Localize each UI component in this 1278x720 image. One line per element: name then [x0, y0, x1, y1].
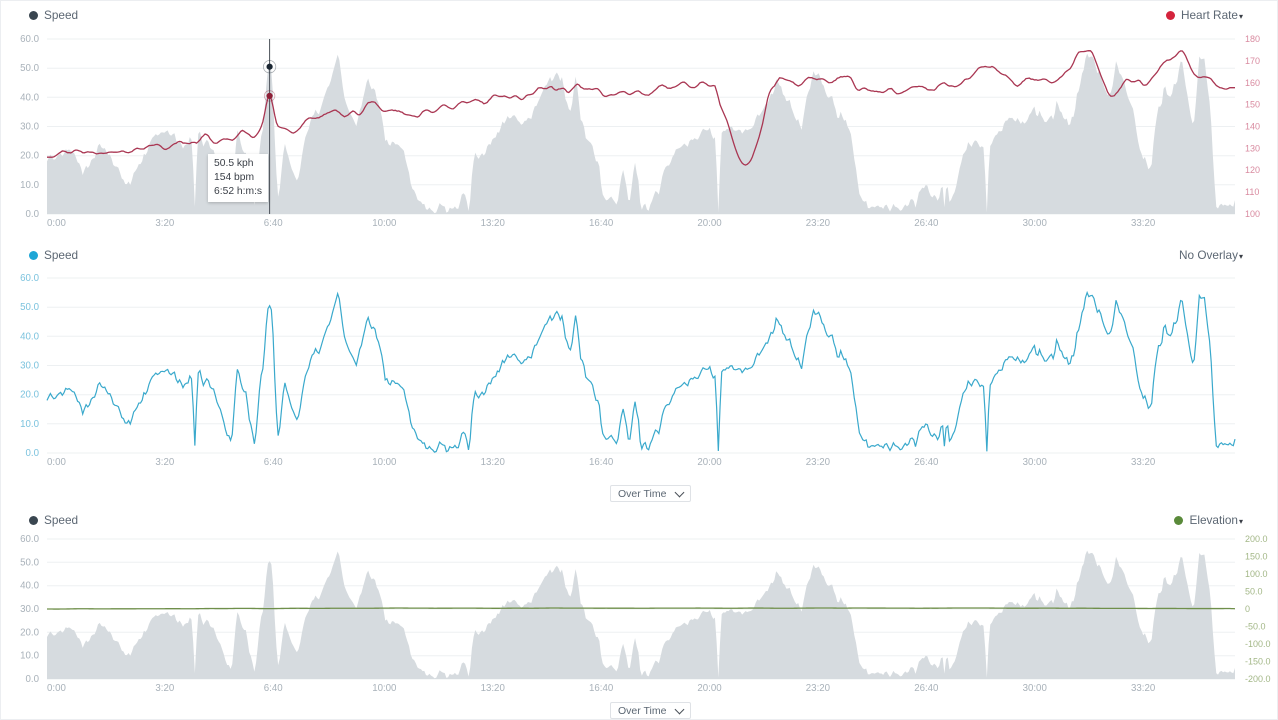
svg-text:60.0: 60.0: [20, 273, 39, 284]
svg-text:26:40: 26:40: [914, 683, 939, 694]
svg-text:130: 130: [1245, 143, 1260, 153]
svg-text:-100.0: -100.0: [1245, 639, 1271, 649]
svg-text:200.0: 200.0: [1245, 534, 1268, 544]
svg-text:0:00: 0:00: [47, 218, 66, 229]
svg-text:160: 160: [1245, 78, 1260, 88]
svg-text:-50.0: -50.0: [1245, 622, 1266, 632]
svg-text:16:40: 16:40: [589, 683, 614, 694]
svg-text:16:40: 16:40: [589, 218, 614, 229]
svg-text:6:40: 6:40: [264, 683, 283, 694]
svg-text:50.0: 50.0: [20, 302, 39, 313]
svg-text:100: 100: [1245, 209, 1260, 219]
svg-text:13:20: 13:20: [481, 683, 506, 694]
svg-text:110: 110: [1245, 187, 1259, 197]
svg-text:13:20: 13:20: [481, 218, 506, 229]
svg-text:150.0: 150.0: [1245, 552, 1268, 562]
svg-text:0:00: 0:00: [47, 457, 66, 468]
svg-text:20.0: 20.0: [20, 151, 39, 162]
svg-text:0: 0: [1245, 604, 1250, 614]
svg-text:0:00: 0:00: [47, 683, 66, 694]
svg-text:120: 120: [1245, 165, 1260, 175]
svg-text:20:00: 20:00: [697, 683, 722, 694]
svg-text:23:20: 23:20: [806, 457, 831, 468]
svg-text:30:00: 30:00: [1023, 683, 1048, 694]
svg-text:26:40: 26:40: [914, 457, 939, 468]
svg-text:40.0: 40.0: [20, 331, 39, 342]
svg-text:26:40: 26:40: [914, 218, 939, 229]
svg-text:6:40: 6:40: [264, 218, 283, 229]
svg-text:40.0: 40.0: [20, 581, 39, 592]
svg-text:13:20: 13:20: [481, 457, 506, 468]
svg-text:20.0: 20.0: [20, 627, 39, 638]
svg-text:0.0: 0.0: [26, 448, 40, 459]
svg-text:30.0: 30.0: [20, 122, 39, 133]
svg-text:3:20: 3:20: [155, 218, 174, 229]
svg-text:6:40: 6:40: [264, 457, 283, 468]
svg-text:170: 170: [1245, 56, 1260, 66]
svg-text:40.0: 40.0: [20, 92, 39, 103]
svg-text:-200.0: -200.0: [1245, 674, 1271, 684]
svg-text:3:20: 3:20: [155, 457, 174, 468]
svg-text:3:20: 3:20: [155, 683, 174, 694]
svg-text:33:20: 33:20: [1131, 457, 1156, 468]
svg-text:10:00: 10:00: [372, 683, 397, 694]
svg-text:20:00: 20:00: [697, 457, 722, 468]
svg-text:140: 140: [1245, 122, 1260, 132]
svg-text:10.0: 10.0: [20, 419, 39, 430]
svg-text:50.0: 50.0: [20, 63, 39, 74]
svg-text:60.0: 60.0: [20, 34, 39, 45]
svg-text:30:00: 30:00: [1023, 218, 1048, 229]
svg-text:60.0: 60.0: [20, 534, 39, 545]
svg-text:10:00: 10:00: [372, 218, 397, 229]
svg-text:16:40: 16:40: [589, 457, 614, 468]
svg-text:50.0: 50.0: [1245, 587, 1263, 597]
svg-text:23:20: 23:20: [806, 218, 831, 229]
svg-text:23:20: 23:20: [806, 683, 831, 694]
svg-text:150: 150: [1245, 100, 1260, 110]
svg-text:20.0: 20.0: [20, 390, 39, 401]
svg-text:30.0: 30.0: [20, 361, 39, 372]
svg-text:100.0: 100.0: [1245, 569, 1268, 579]
svg-text:33:20: 33:20: [1131, 683, 1156, 694]
svg-text:0.0: 0.0: [26, 209, 40, 220]
svg-text:30:00: 30:00: [1023, 457, 1048, 468]
svg-text:30.0: 30.0: [20, 604, 39, 615]
svg-text:33:20: 33:20: [1131, 218, 1156, 229]
svg-text:180: 180: [1245, 34, 1260, 44]
svg-text:10.0: 10.0: [20, 651, 39, 662]
svg-text:10:00: 10:00: [372, 457, 397, 468]
svg-text:50.0: 50.0: [20, 557, 39, 568]
svg-text:20:00: 20:00: [697, 218, 722, 229]
svg-text:-150.0: -150.0: [1245, 657, 1271, 667]
svg-text:0.0: 0.0: [26, 674, 40, 685]
svg-text:10.0: 10.0: [20, 180, 39, 191]
